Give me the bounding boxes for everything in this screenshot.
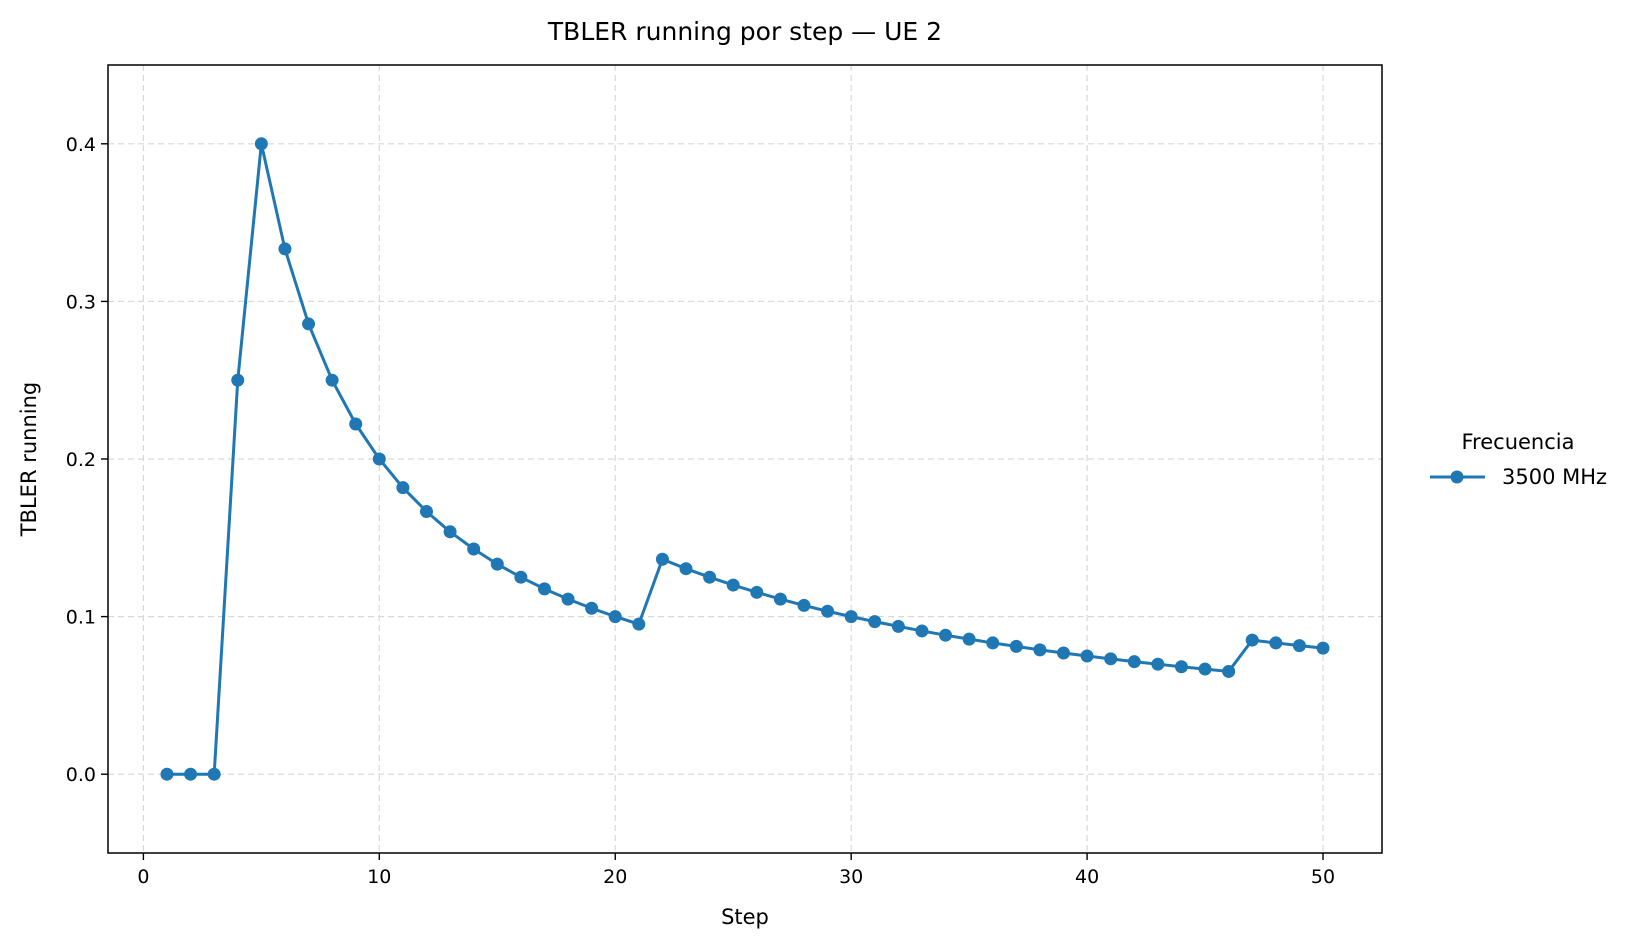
data-point [797,598,811,612]
data-point [1292,639,1306,653]
data-point [1033,643,1047,657]
data-point [160,767,174,781]
x-tick-label: 30 [839,866,863,888]
data-point [184,767,198,781]
data-point [1222,664,1236,678]
grid [108,65,1382,853]
data-point [420,504,433,518]
y-tick-label: 0.2 [66,449,96,471]
data-point [1151,657,1165,671]
data-point [726,578,740,592]
y-tick-label: 0.1 [66,607,96,629]
data-point [821,604,835,618]
data-point [773,592,787,606]
x-tick-label: 20 [603,866,627,888]
data-point [1009,639,1023,653]
data-point [962,632,976,646]
data-point [349,417,363,431]
x-axis-label: Step [721,905,769,929]
data-point [939,628,953,642]
data-point [868,615,882,629]
y-axis: 0.0 0.1 0.2 0.3 0.4 [66,134,108,786]
y-tick-label: 0.0 [66,764,96,786]
data-point [915,624,929,638]
data-point [703,570,717,584]
legend-title: Frecuencia [1462,430,1575,454]
data-point [561,592,575,606]
data-point [207,767,221,781]
data-point [231,373,245,387]
series-layer [160,137,1330,781]
data-point [655,552,669,566]
data-point [844,610,858,624]
data-point [1198,662,1212,676]
data-point [1080,649,1094,663]
legend-dot-marker [1450,470,1464,484]
x-tick-label: 10 [367,866,391,888]
data-point [490,557,504,571]
data-point [1174,660,1188,674]
data-point [891,619,905,633]
data-point [396,481,410,495]
data-point [278,242,292,256]
data-point [537,582,551,596]
x-axis: 0 10 20 30 40 50 [137,853,1335,888]
data-point [372,452,386,466]
y-axis-label: TBLER running [17,382,41,538]
y-tick-label: 0.3 [66,291,96,313]
data-point [514,570,528,584]
x-tick-label: 50 [1311,866,1335,888]
data-point [585,601,599,615]
data-point [1245,633,1259,647]
data-point [608,610,622,624]
data-point [986,636,1000,650]
y-tick-label: 0.4 [66,134,96,156]
x-tick-label: 0 [137,866,149,888]
data-point [325,373,339,387]
chart-title: TBLER running por step — UE 2 [547,17,942,46]
data-point [254,137,268,151]
legend-entry-label: 3500 MHz [1502,465,1607,489]
data-point [750,585,764,599]
data-point [1269,636,1283,650]
data-point [1104,652,1118,666]
data-point [679,562,693,576]
data-point [443,525,457,539]
data-point [1316,641,1330,655]
data-point [1057,646,1070,660]
data-point [302,317,316,331]
data-point [467,542,481,556]
data-point [632,617,646,631]
legend: Frecuencia 3500 MHz [1430,430,1607,489]
data-point [1127,655,1141,669]
x-tick-label: 40 [1075,866,1099,888]
